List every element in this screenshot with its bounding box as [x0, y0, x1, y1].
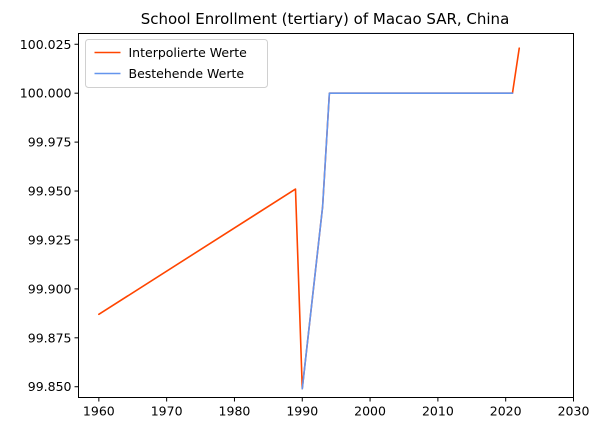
- y-tick-label: 100.025: [20, 37, 72, 52]
- x-tick-label: 1980: [219, 404, 251, 419]
- chart-title: School Enrollment (tertiary) of Macao SA…: [141, 10, 510, 28]
- x-tick-label: 2000: [354, 404, 386, 419]
- y-tick-label: 99.950: [28, 184, 72, 199]
- plot-lines: [98, 47, 521, 390]
- legend: Interpolierte Werte Bestehende Werte: [85, 39, 268, 88]
- y-tick-label: 99.925: [28, 232, 72, 247]
- legend-box: [85, 39, 268, 88]
- series-line-2: [301, 92, 514, 390]
- x-tick-label: 2030: [558, 404, 590, 419]
- x-tick-label: 1970: [151, 404, 183, 419]
- x-tick-label: 1960: [83, 404, 115, 419]
- y-tick-label: 99.875: [28, 330, 72, 345]
- y-tick-label: 100.000: [20, 86, 72, 101]
- series-line-1: [98, 47, 521, 390]
- y-tick-label: 99.975: [28, 135, 72, 150]
- plot-frame: [78, 33, 574, 398]
- y-tick-label: 99.850: [28, 379, 72, 394]
- x-axis: 1960 1970 1980 1990 2000 2010 2020 2030: [83, 397, 590, 419]
- x-tick-label: 1990: [286, 404, 318, 419]
- legend-label: Interpolierte Werte: [129, 45, 248, 60]
- legend-label: Bestehende Werte: [129, 66, 245, 81]
- x-tick-label: 2010: [422, 404, 454, 419]
- y-tick-label: 99.900: [28, 281, 72, 296]
- x-tick-label: 2020: [490, 404, 522, 419]
- y-axis: 99.850 99.875 99.900 99.925 99.950 99.975 100.…: [20, 37, 79, 394]
